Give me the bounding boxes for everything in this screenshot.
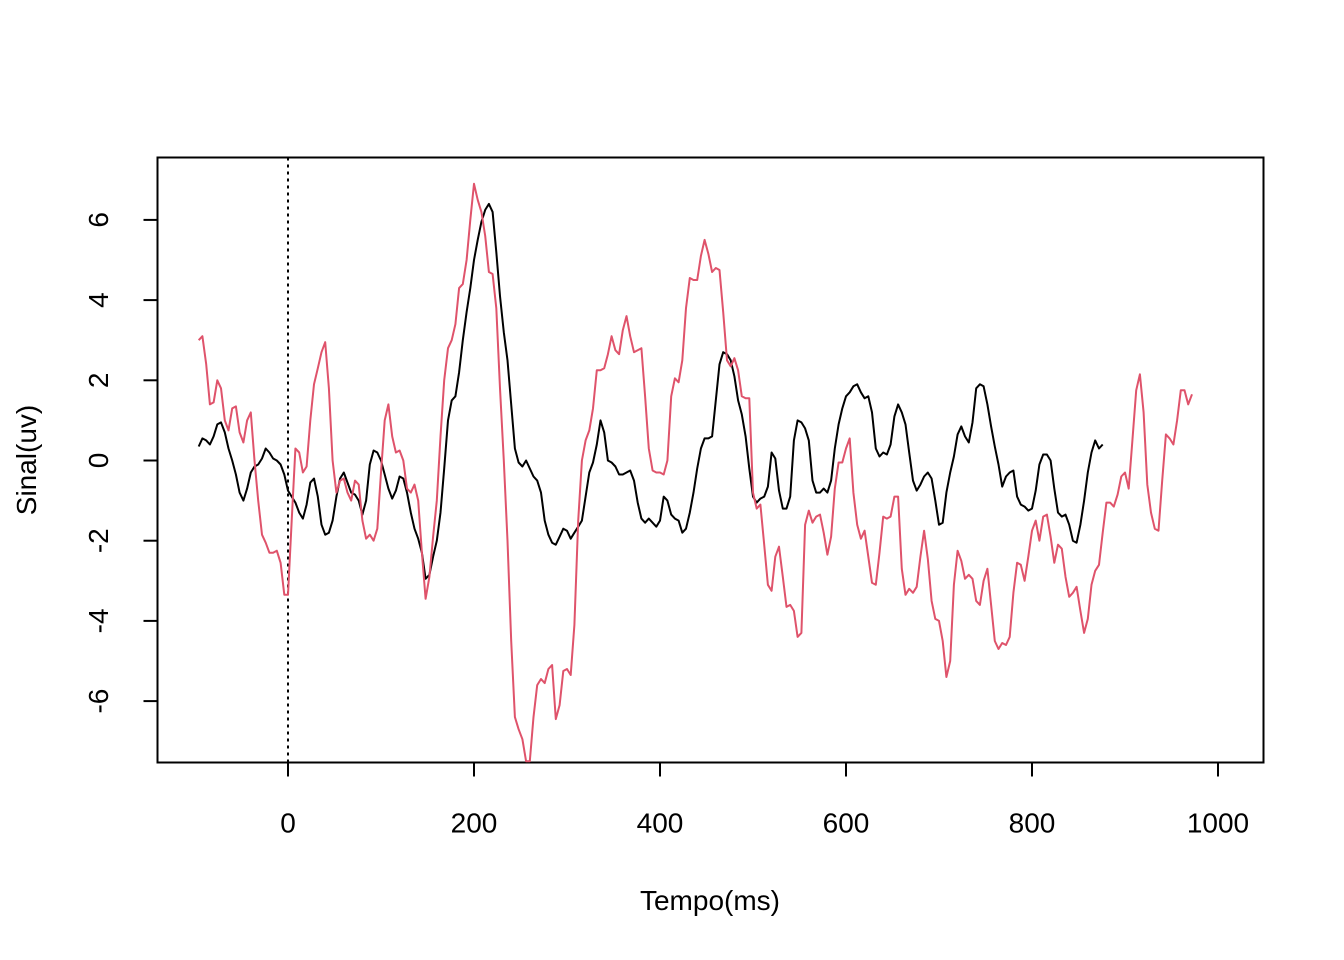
series-line-1 — [197, 202, 1104, 580]
x-axis-label: Tempo(ms) — [640, 885, 780, 916]
y-axis: -6 -4 -2 0 2 4 6 — [83, 212, 158, 714]
y-tick-label: 0 — [83, 453, 114, 469]
y-tick-label: -4 — [83, 608, 114, 633]
series-layer — [197, 182, 1193, 763]
x-tick-label: 0 — [280, 808, 296, 839]
x-tick-label: 600 — [823, 808, 870, 839]
y-tick-label: 4 — [83, 292, 114, 308]
y-tick-label: 6 — [83, 212, 114, 228]
y-tick-label: -6 — [83, 689, 114, 714]
y-axis-label: Sinal(uv) — [11, 405, 42, 515]
x-tick-label: 400 — [637, 808, 684, 839]
x-tick-label: 200 — [451, 808, 498, 839]
plot-frame — [156, 156, 1265, 764]
x-axis: 0 200 400 600 800 1000 — [280, 762, 1249, 839]
x-tick-label: 1000 — [1187, 808, 1249, 839]
y-tick-label: 2 — [83, 373, 114, 389]
y-tick-label: -2 — [83, 528, 114, 553]
x-tick-label: 800 — [1009, 808, 1056, 839]
series-1 — [197, 202, 1104, 580]
series-2 — [197, 182, 1193, 763]
series-line-2 — [197, 182, 1193, 763]
